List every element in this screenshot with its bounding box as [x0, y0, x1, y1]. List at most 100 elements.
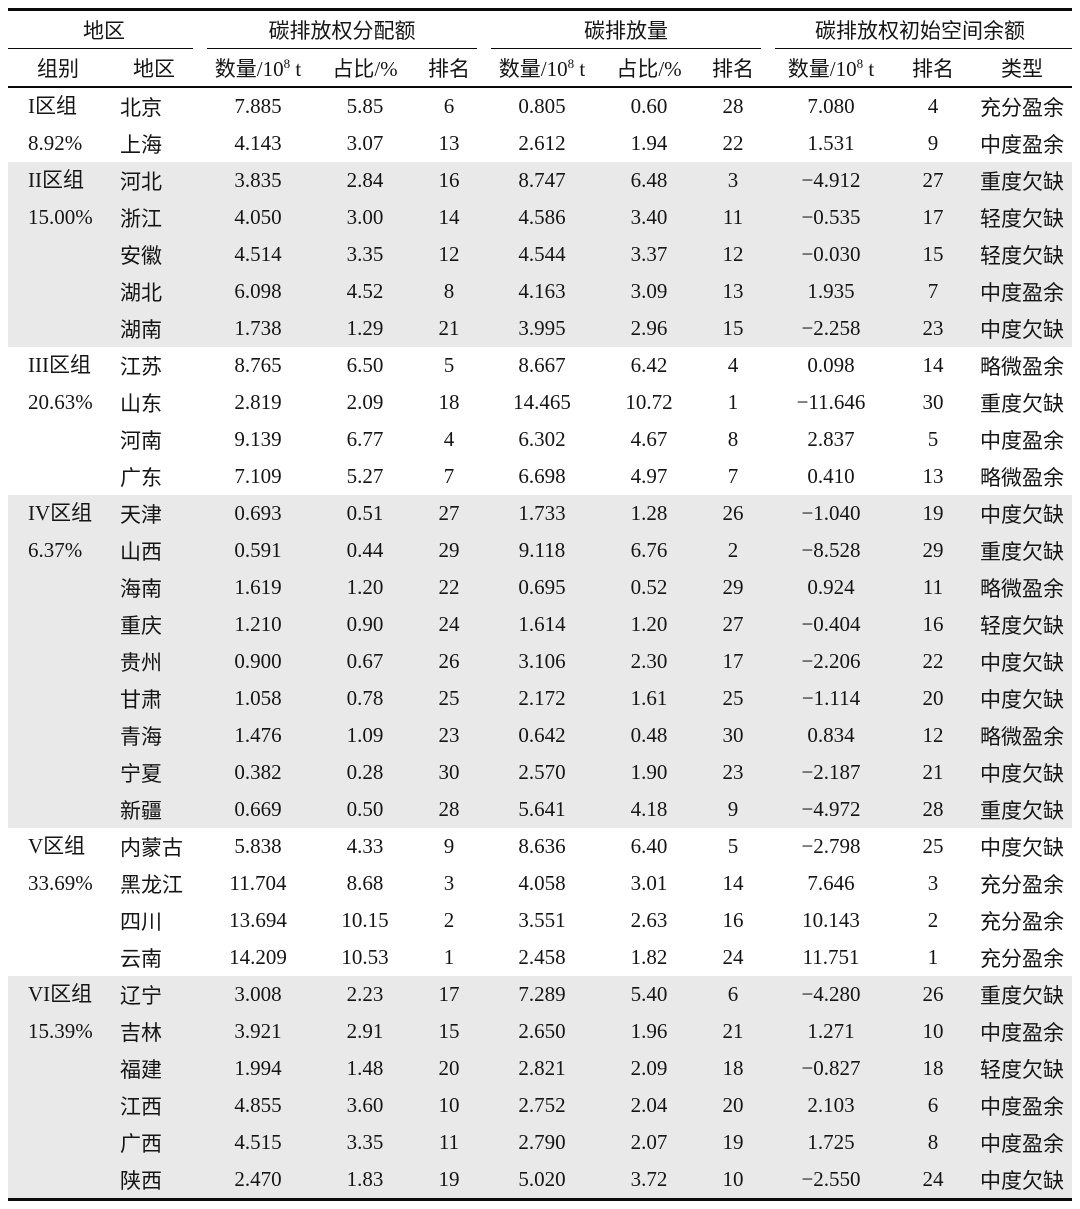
- bal-rank-cell: 3: [927, 871, 939, 895]
- region-cell: 山西: [108, 532, 200, 569]
- rule-under-emission: [491, 48, 761, 49]
- table-row: I区组 8.92% 北京 7.885 5.85 6 0.805 0.60 28 7.080 4 充分盈…: [8, 87, 1072, 155]
- header-emission-group: 碳排放量: [484, 10, 768, 49]
- bal-type-cell: 充分盈余: [980, 946, 1064, 971]
- header-region-group-label: 地区: [83, 19, 125, 43]
- alloc-qty-cell: 11.704: [229, 871, 287, 895]
- emis-qty-cell: 8.636: [518, 834, 566, 858]
- emis-qty-cell: 0.805: [518, 94, 566, 118]
- emis-qty-cell: 3.995: [484, 310, 600, 347]
- alloc-rank-cell: 13: [438, 131, 460, 155]
- table-row: 湖南 1.738 1.29 21 3.995 2.96 15 −2.258 23 中度欠缺: [8, 310, 1072, 347]
- table-row: 新疆 0.669 0.50 28 5.641 4.18 9 −4.972 28 重度欠缺: [8, 791, 1072, 828]
- emis-share-cell: 3.09: [600, 273, 698, 310]
- alloc-share-cell: 3.60: [316, 1087, 414, 1124]
- table-row: 甘肃 1.058 0.78 25 2.172 1.61 25 −1.114 20 中度欠缺: [8, 680, 1072, 717]
- region-cell: 新疆: [108, 791, 200, 828]
- region-cell: 河北: [108, 162, 200, 199]
- alloc-qty-cell: 1.210: [200, 606, 316, 643]
- region-cell: 辽宁: [108, 976, 200, 1013]
- header-balance-label: 碳排放权初始空间余额: [815, 19, 1025, 43]
- bal-rank-cell: 30: [922, 390, 944, 414]
- alloc-rank-cell: 5: [443, 353, 455, 377]
- emis-qty-cell: 0.695: [484, 569, 600, 606]
- alloc-qty-cell: 14.209: [229, 945, 287, 969]
- table-row: IV区组 6.37% 天津 0.693 0.51 27 1.733 1.28 26 −1.040 1…: [8, 495, 1072, 828]
- carbon-allocation-table: 地区 碳排放权分配额 碳排放量 碳排放权初始空间余额 组别 地区: [8, 8, 1072, 1201]
- group-percentage: 33.69%: [28, 871, 93, 895]
- alloc-share-cell: 6.50: [346, 353, 384, 377]
- alloc-share-cell: 5.27: [346, 464, 384, 488]
- emis-share-cell: 1.20: [600, 606, 698, 643]
- emis-share-cell: 1.82: [630, 945, 668, 969]
- bal-type-cell: 重度欠缺: [972, 162, 1072, 199]
- alloc-qty-cell: 2.470: [200, 1161, 316, 1200]
- alloc-rank-cell: 21: [414, 310, 484, 347]
- bal-type-cell: 轻度欠缺: [972, 236, 1072, 273]
- bal-qty-cell: 1.271: [768, 1013, 894, 1050]
- bal-qty-cell: 10.143: [802, 908, 860, 932]
- bal-qty-cell: 1.531: [807, 131, 855, 155]
- emis-rank-cell: 28: [722, 94, 744, 118]
- region-cell: 北京: [120, 95, 162, 120]
- emis-rank-cell: 9: [698, 791, 768, 828]
- alloc-rank-cell: 4: [443, 427, 455, 451]
- bal-rank-cell: 17: [894, 199, 972, 236]
- bal-qty-cell: −1.040: [768, 495, 894, 532]
- bal-type-cell: 中度欠缺: [972, 680, 1072, 717]
- col-header-alloc-share: 占比/%: [316, 49, 414, 88]
- table-row: 海南 1.619 1.20 22 0.695 0.52 29 0.924 11 略微盈余: [8, 569, 1072, 606]
- alloc-qty-cell: 0.591: [200, 532, 316, 569]
- alloc-qty-cell: 1.738: [200, 310, 316, 347]
- emis-rank-cell: 21: [698, 1013, 768, 1050]
- alloc-rank-cell: 2: [443, 908, 455, 932]
- emis-rank-cell: 20: [698, 1087, 768, 1124]
- bal-rank-cell: 16: [894, 606, 972, 643]
- bal-type-cell: 充分盈余: [980, 95, 1064, 120]
- alloc-share-cell: 1.20: [316, 569, 414, 606]
- bal-rank-cell: 29: [894, 532, 972, 569]
- emis-rank-cell: 10: [698, 1161, 768, 1200]
- alloc-qty-cell: 3.835: [200, 162, 316, 199]
- table-row: 黑龙江 11.704 8.68 3 4.058 3.01 14 7.646 3 充分盈余: [8, 865, 1072, 902]
- emis-rank-cell: 7: [727, 464, 739, 488]
- rule-under-balance: [775, 48, 1072, 49]
- bal-qty-cell: −0.404: [768, 606, 894, 643]
- bal-type-cell: 重度欠缺: [972, 791, 1072, 828]
- table-row: 广东 7.109 5.27 7 6.698 4.97 7 0.410 13 略微盈余: [8, 458, 1072, 495]
- alloc-qty-cell: 6.098: [200, 273, 316, 310]
- alloc-rank-cell: 27: [414, 495, 484, 532]
- alloc-share-cell: 3.35: [316, 236, 414, 273]
- alloc-qty-cell: 7.885: [234, 94, 282, 118]
- alloc-rank-cell: 3: [443, 871, 455, 895]
- group-percentage: 8.92%: [28, 131, 83, 155]
- bal-qty-cell: −0.030: [768, 236, 894, 273]
- region-cell: 福建: [108, 1050, 200, 1087]
- bal-qty-cell: −0.535: [768, 199, 894, 236]
- table-row: 重庆 1.210 0.90 24 1.614 1.20 27 −0.404 16 轻度欠缺: [8, 606, 1072, 643]
- bal-type-cell: 中度欠缺: [972, 754, 1072, 791]
- emis-qty-cell: 2.570: [484, 754, 600, 791]
- emis-rank-cell: 23: [698, 754, 768, 791]
- bal-type-cell: 充分盈余: [980, 872, 1064, 897]
- bal-qty-cell: 0.410: [807, 464, 855, 488]
- alloc-share-cell: 3.00: [316, 199, 414, 236]
- bal-rank-cell: 19: [894, 495, 972, 532]
- col-header-bal-rank: 排名: [894, 49, 972, 88]
- alloc-rank-cell: 1: [443, 945, 455, 969]
- emis-rank-cell: 1: [727, 390, 739, 414]
- table-row: 浙江 4.050 3.00 14 4.586 3.40 11 −0.535 17 轻度欠缺: [8, 199, 1072, 236]
- table-row: 山东 2.819 2.09 18 14.465 10.72 1 −11.646 30 重度欠缺: [8, 384, 1072, 421]
- bal-rank-cell: 8: [894, 1124, 972, 1161]
- alloc-share-cell: 0.28: [316, 754, 414, 791]
- alloc-rank-cell: 16: [414, 162, 484, 199]
- alloc-share-cell: 0.78: [316, 680, 414, 717]
- bal-rank-cell: 18: [894, 1050, 972, 1087]
- emis-qty-cell: 2.821: [484, 1050, 600, 1087]
- alloc-rank-cell: 29: [414, 532, 484, 569]
- exponent: 8: [283, 55, 291, 71]
- alloc-share-cell: 2.23: [316, 976, 414, 1013]
- emis-share-cell: 1.96: [600, 1013, 698, 1050]
- alloc-rank-cell: 9: [443, 834, 455, 858]
- group-label-cell: VI区组 15.39%: [8, 976, 108, 1200]
